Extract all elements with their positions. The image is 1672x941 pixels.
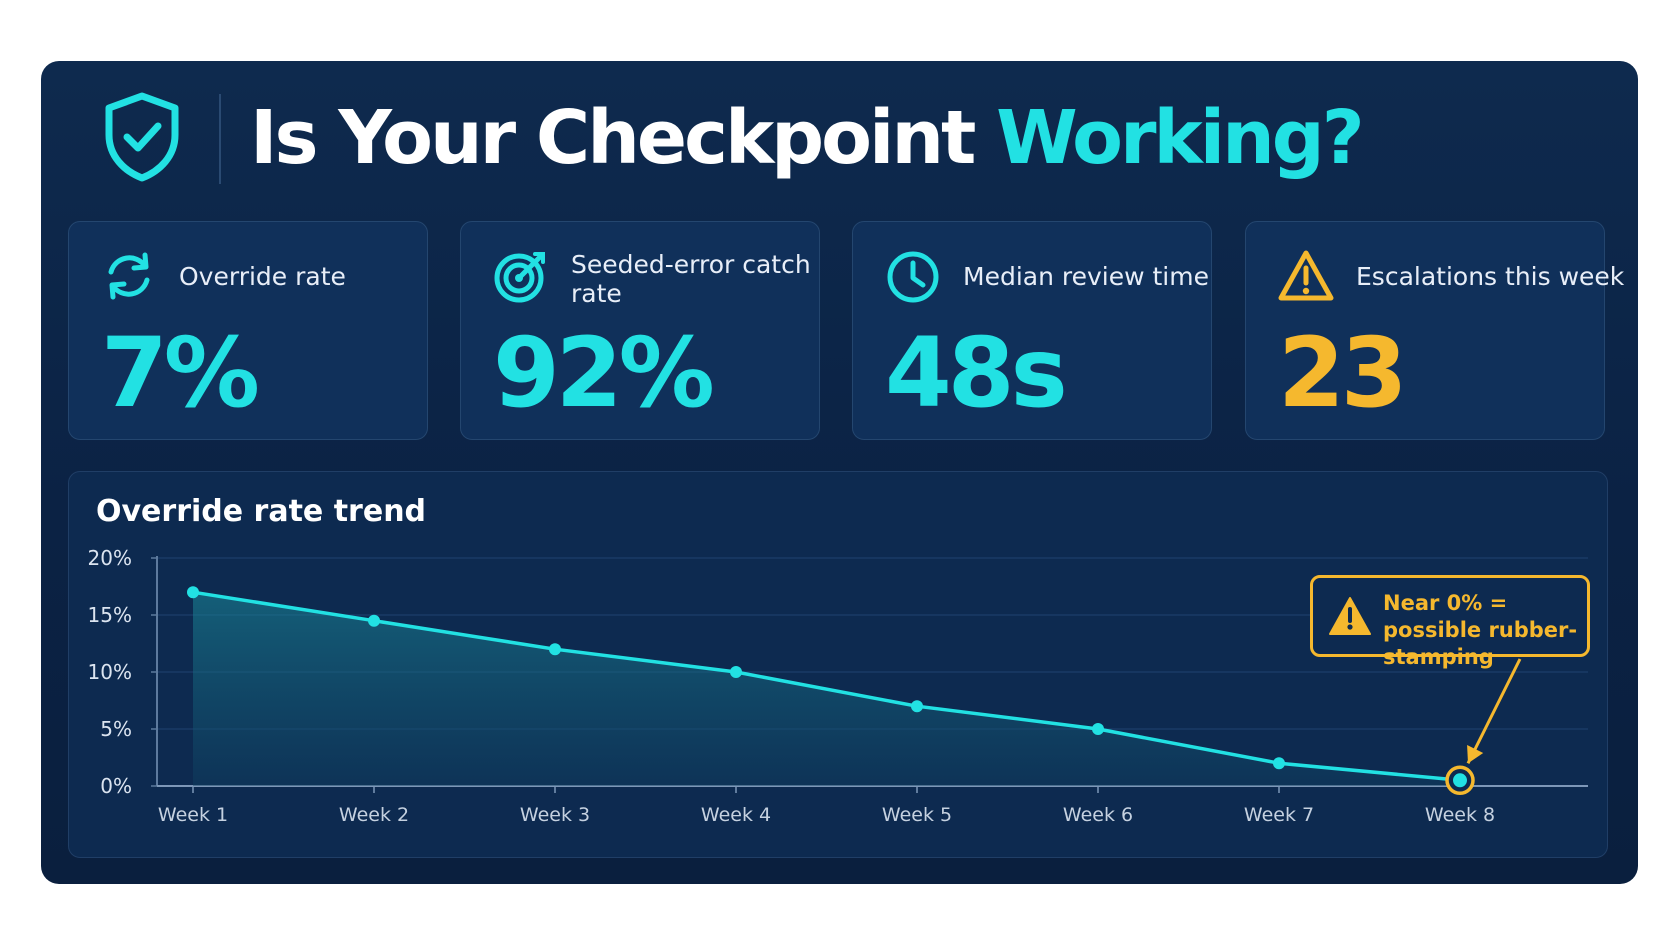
kpi-card-median-review-time: Median review time 48s [852, 221, 1212, 440]
x-tick-label: Week 1 [158, 804, 228, 826]
y-tick-label: 15% [88, 603, 132, 627]
x-tick-label: Week 4 [701, 804, 771, 826]
data-point [1453, 773, 1467, 788]
page-title-main: Is Your Checkpoint [250, 95, 976, 181]
kpi-value: 23 [1278, 317, 1408, 429]
series-line [192, 590, 1461, 783]
target-icon [494, 252, 545, 303]
annotation-arrow [1466, 658, 1522, 764]
kpi-label: Seeded-error catch rate [571, 250, 811, 308]
y-tick-label: 10% [88, 660, 132, 684]
data-point [730, 666, 742, 678]
data-point [549, 643, 561, 656]
chart-title: Override rate trend [96, 494, 427, 529]
clock-icon [887, 251, 939, 303]
x-tick-label: Week 8 [1425, 804, 1495, 826]
page-title: Is Your Checkpoint Working? [250, 90, 1365, 186]
shield-check-icon [105, 92, 179, 182]
kpi-value: 48s [885, 317, 1068, 429]
header-divider [219, 94, 221, 184]
annotation-callout: Near 0% = possible rubber-stamping [1310, 575, 1590, 669]
page-title-accent: Working? [996, 95, 1364, 181]
refresh-arrows-icon [108, 252, 150, 300]
data-point [1273, 757, 1285, 770]
kpi-value: 7% [101, 317, 260, 429]
data-point [911, 700, 923, 713]
kpi-card-escalations-this-week: Escalations this week 23 [1245, 221, 1625, 440]
data-point [368, 614, 380, 627]
data-point [187, 586, 199, 599]
x-tick-label: Week 5 [882, 804, 952, 826]
warning-triangle-icon [1329, 597, 1371, 635]
annotation-text: Near 0% = possible rubber-stamping [1383, 591, 1578, 669]
series-area [193, 592, 1460, 786]
kpi-label: Override rate [179, 262, 346, 291]
x-tick-label: Week 2 [339, 804, 409, 826]
data-point [1092, 723, 1104, 735]
y-tick-label: 0% [100, 774, 132, 798]
x-tick-label: Week 6 [1063, 804, 1133, 826]
kpi-label: Median review time [963, 262, 1209, 291]
kpi-label: Escalations this week [1356, 262, 1625, 291]
kpi-card-seeded-error-catch-rate: Seeded-error catch rate 92% [460, 221, 820, 440]
y-tick-label: 20% [88, 546, 132, 570]
annotation-arrowhead [1467, 744, 1484, 764]
x-tick-label: Week 7 [1244, 804, 1314, 826]
kpi-value: 92% [493, 317, 715, 429]
kpi-card-override-rate: Override rate 7% [68, 221, 428, 440]
warning-triangle-icon [1278, 250, 1334, 301]
y-tick-label: 5% [100, 717, 132, 741]
x-tick-label: Week 3 [520, 804, 590, 826]
